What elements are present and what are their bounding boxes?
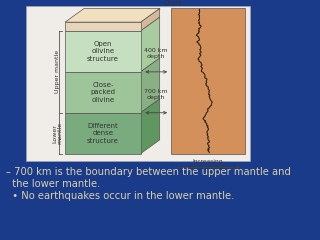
Text: • No earthquakes occur in the lower mantle.: • No earthquakes occur in the lower mant… [6,191,235,201]
Text: Different
dense
structure: Different dense structure [87,123,119,144]
Text: – 700 km is the boundary between the upper mantle and: – 700 km is the boundary between the upp… [6,167,291,177]
Text: Lower
mantle: Lower mantle [52,122,63,144]
Polygon shape [140,8,160,31]
Text: Increasing
wave velocity: Increasing wave velocity [188,159,228,170]
Text: Open
olivine
structure: Open olivine structure [87,41,119,62]
Text: the lower mantle.: the lower mantle. [6,179,100,189]
Polygon shape [140,58,160,113]
Bar [65,31,140,72]
Text: 400 km
depth: 400 km depth [144,48,168,59]
Text: Close-
packed
olivine: Close- packed olivine [90,82,115,103]
Polygon shape [65,8,160,22]
Bar [26,6,250,162]
Bar [65,72,140,113]
Text: Crust: Crust [163,0,182,6]
Bar [171,8,245,154]
Polygon shape [140,99,160,154]
Text: 700 km
depth: 700 km depth [144,89,168,100]
Bar [65,22,140,31]
Bar [65,113,140,154]
Text: Upper mantle: Upper mantle [55,50,60,93]
Polygon shape [140,17,160,72]
